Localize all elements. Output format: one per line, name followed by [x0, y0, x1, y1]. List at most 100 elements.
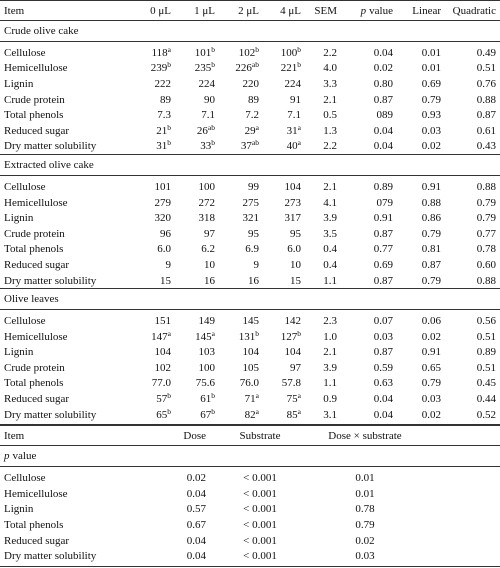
- value-cell: 0.87: [445, 107, 500, 123]
- cell-value: 235: [194, 62, 212, 75]
- data-row: Total phenols 77.0 75.6 76.0 57.8 1.1 0.63 0.79…: [0, 376, 500, 392]
- data-row: Total phenols 0.67 < 0.001 0.79: [0, 517, 500, 533]
- data-row: Reduced sugar 21b 26ab 29a 31a 1.3 0.04 0.03 0.6…: [0, 123, 500, 139]
- value-cell: 279: [130, 195, 175, 211]
- cell-text: 10: [204, 258, 215, 271]
- value-cell: 273: [263, 195, 305, 211]
- significance-letter: b: [211, 406, 215, 416]
- cell-text: 0.89: [476, 346, 496, 359]
- cell-text: 7.1: [287, 109, 301, 122]
- value-cell: 118a: [130, 45, 175, 61]
- value-cell: 0.69: [397, 76, 445, 92]
- cell-value: 82: [244, 408, 256, 421]
- cell-text: 0.06: [421, 315, 441, 328]
- cell-text: 0.79: [421, 227, 441, 240]
- cell-text: 4.1: [323, 196, 337, 209]
- value-cell: 102: [130, 360, 175, 376]
- value-cell: 147a: [130, 329, 175, 345]
- cell-text: 3.3: [323, 77, 337, 90]
- cell-text: 0.04: [373, 393, 393, 406]
- column-header: Item: [0, 0, 130, 21]
- value-cell: 131b: [219, 329, 263, 345]
- cell-text: 0.02: [421, 408, 441, 421]
- value-cell: 0.91: [397, 179, 445, 195]
- value-cell: 0.02: [397, 406, 445, 426]
- cell-text: 6.0: [157, 243, 171, 256]
- cell-text: 145: [242, 315, 260, 328]
- value-cell: 0.45: [445, 376, 500, 392]
- value-cell: 0.49: [445, 45, 500, 61]
- cell-text: 0.77: [373, 243, 393, 256]
- cell-text: value: [12, 450, 37, 463]
- cell-text: Olive leaves: [4, 293, 59, 306]
- significance-letter: a: [297, 391, 301, 401]
- value-cell: 151: [130, 313, 175, 329]
- cell-value: 226: [235, 62, 252, 75]
- cell-text: 0.76: [476, 77, 496, 90]
- column-header: 1 μL: [175, 0, 219, 21]
- data-row: Cellulose 0.02 < 0.001 0.01: [0, 470, 500, 486]
- cell-value: 21: [156, 124, 168, 137]
- blank: [420, 470, 500, 486]
- value-cell: 0.69: [341, 257, 397, 273]
- cell-text: 275: [242, 196, 260, 209]
- item-cell: Dry matter solubility: [0, 139, 130, 155]
- value-cell: 2.2: [305, 45, 341, 61]
- value-cell: 3.3: [305, 76, 341, 92]
- value-cell: 71a: [219, 391, 263, 407]
- cell-text: 0.91: [421, 180, 441, 193]
- value-cell: 0.5: [305, 107, 341, 123]
- significance-letter: b: [167, 122, 171, 132]
- value-cell: 89: [219, 92, 263, 108]
- cell-text: 89: [160, 93, 171, 106]
- value-cell: 0.03: [310, 548, 420, 568]
- value-cell: 0.63: [341, 376, 397, 392]
- value-cell: 0.07: [341, 313, 397, 329]
- section-title: Extracted olive cake: [0, 154, 500, 177]
- cell-text: 320: [154, 212, 172, 225]
- value-cell: 0.87: [341, 226, 397, 242]
- cell-text: 2.3: [323, 315, 337, 328]
- cell-text: 75.6: [195, 377, 215, 390]
- value-cell: 1.1: [305, 376, 341, 392]
- cell-text: 0.88: [421, 196, 441, 209]
- cell-text: 224: [198, 77, 216, 90]
- data-row: Crude protein 96 97 95 95 3.5 0.87 0.79 0.77: [0, 226, 500, 242]
- value-cell: 10: [175, 257, 219, 273]
- value-cell: 4.1: [305, 195, 341, 211]
- cell-text: 3.5: [323, 227, 337, 240]
- cell-text: 10: [290, 258, 301, 271]
- item-cell: Hemicellulose: [0, 486, 170, 502]
- cell-value: 147: [151, 330, 168, 343]
- cell-text: 6.0: [287, 243, 301, 256]
- cell-text: 142: [284, 315, 302, 328]
- value-cell: 0.02: [341, 61, 397, 77]
- value-cell: 9: [130, 257, 175, 273]
- value-cell: 97: [175, 226, 219, 242]
- cell-text: Lignin: [4, 77, 34, 90]
- item-cell: Total phenols: [0, 242, 130, 258]
- cell-text: 222: [154, 77, 172, 90]
- value-cell: 7.1: [263, 107, 305, 123]
- value-cell: 104: [130, 345, 175, 361]
- data-row: Hemicellulose 0.04 < 0.001 0.01: [0, 486, 500, 502]
- cell-text: 16: [248, 274, 259, 287]
- significance-letter: b: [167, 406, 171, 416]
- value-cell: 0.87: [341, 273, 397, 289]
- cell-text: Crude protein: [4, 361, 65, 374]
- item-cell: Hemicellulose: [0, 61, 130, 77]
- blank: [420, 517, 500, 533]
- cell-text: 0.04: [373, 124, 393, 137]
- cell-text: Linear: [412, 4, 441, 17]
- value-cell: 2.2: [305, 139, 341, 155]
- cell-text: 0.60: [476, 258, 496, 271]
- value-cell: 0.79: [397, 273, 445, 289]
- data-row: Reduced sugar 0.04 < 0.001 0.02: [0, 533, 500, 549]
- value-cell: 320: [130, 210, 175, 226]
- cell-text: 0.87: [373, 93, 393, 106]
- cell-text: 0.81: [421, 243, 441, 256]
- cell-text: Hemicellulose: [4, 62, 68, 75]
- blank: [420, 425, 500, 447]
- cell-text: 0.49: [476, 46, 496, 59]
- cell-text: 0.79: [476, 212, 496, 225]
